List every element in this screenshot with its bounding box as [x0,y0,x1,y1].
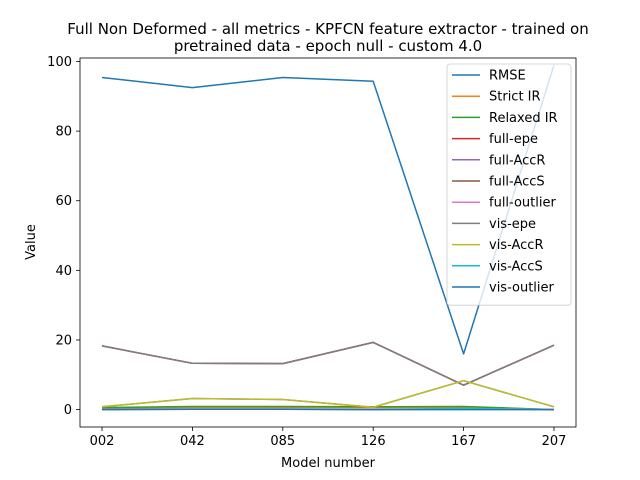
legend-label-vis-accs: vis-AccS [489,259,543,274]
y-tick-label: 20 [55,333,72,348]
legend-label-relaxed-ir: Relaxed IR [489,111,558,126]
series-line-rmse [101,64,555,355]
series-line-vis-epe [101,341,555,386]
legend-label-full-accr: full-AccR [489,153,545,168]
legend-label-vis-outlier: vis-outlier [489,281,555,296]
y-tick-label: 40 [55,264,72,279]
x-tick-label: 002 [90,434,115,449]
series-line-relaxed-ir [101,405,555,411]
legend: RMSE Strict IR Relaxed IR full-epe full-AccR… [446,63,572,306]
x-axis-label: Model number [281,456,376,471]
y-axis-label: Value [24,224,39,260]
x-tick-label: 042 [180,434,205,449]
x-tick-label: 085 [270,434,295,449]
legend-label-rmse: RMSE [489,69,526,84]
legend-label-full-epe: full-epe [489,132,538,147]
legend-label-strict-ir: Strict IR [489,90,541,105]
y-tick-label: 80 [55,125,72,140]
chart-title-line-2: pretrained data - epoch null - custom 4.… [174,37,482,55]
legend-label-vis-epe: vis-epe [489,217,536,232]
x-tick-label: 126 [361,434,386,449]
y-tick-label: 0 [64,403,72,418]
x-tick-label: 207 [542,434,567,449]
axes-frame [79,57,577,428]
legend-label-vis-accr: vis-AccR [489,238,543,253]
series-line-vis-accr [101,379,555,408]
y-tick-label: 100 [47,55,72,70]
legend-label-full-accs: full-AccS [489,175,545,190]
y-tick-label: 60 [55,194,72,209]
legend-label-full-outlier: full-outlier [489,196,556,211]
plot-area: 0 20 40 60 80 100 002 042 085 126 167 207 [47,55,577,449]
x-tick-label: 167 [451,434,476,449]
chart-title-line-1: Full Non Deformed - all metrics - KPFCN … [67,20,588,38]
